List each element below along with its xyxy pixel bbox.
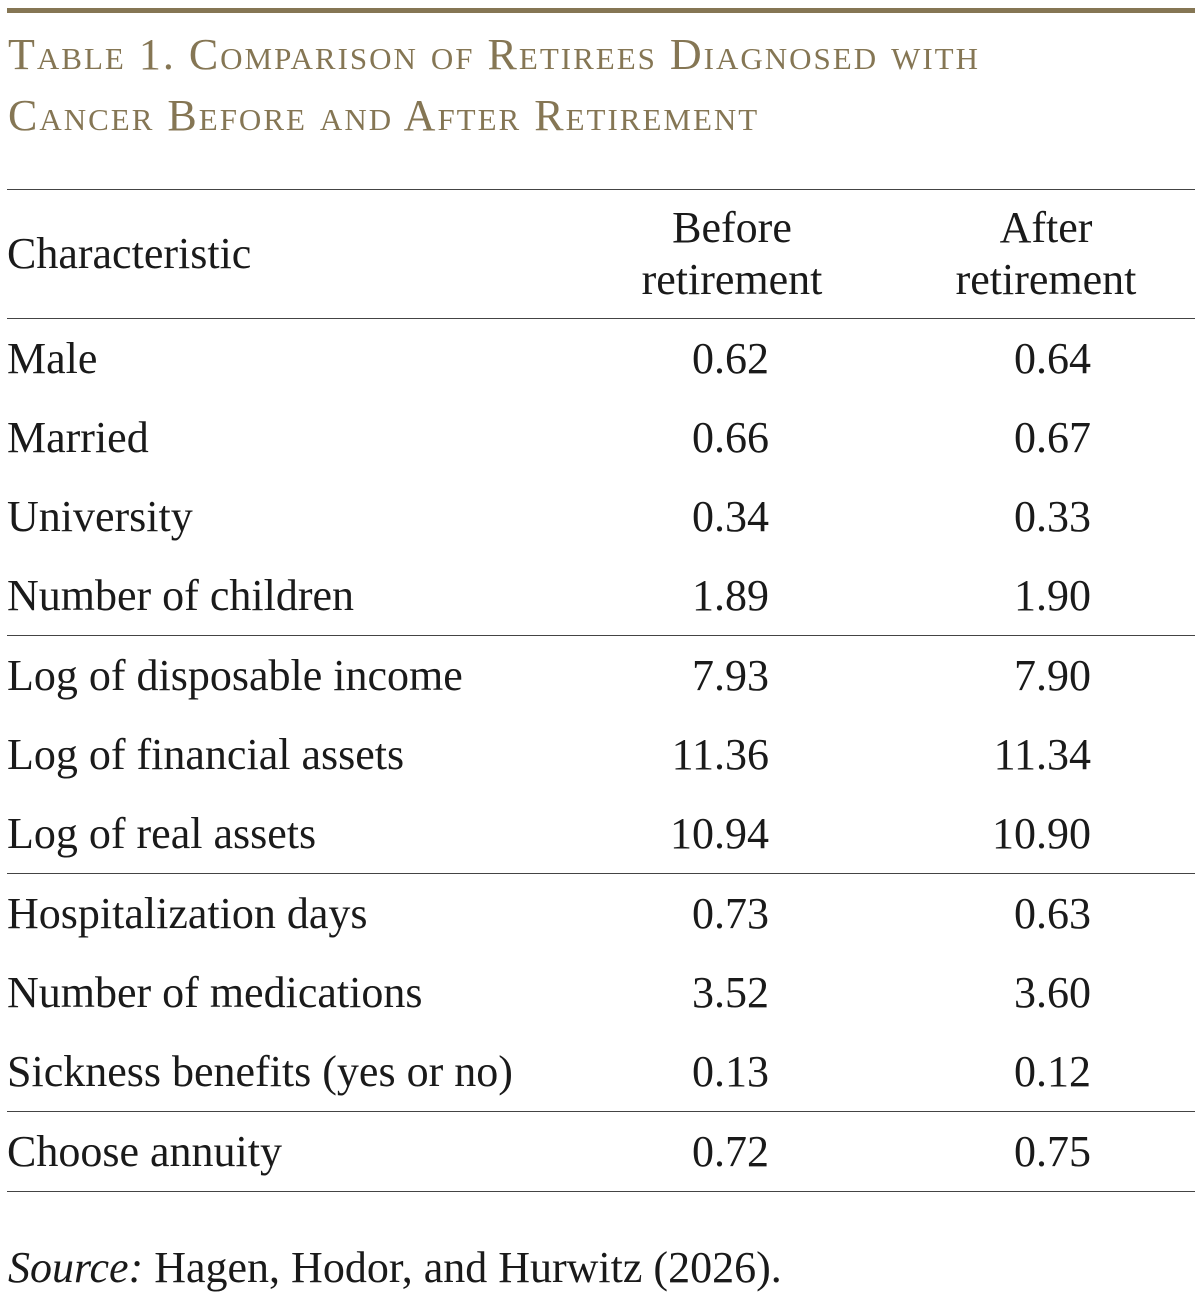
row-label: Number of medications	[7, 968, 423, 1017]
row-label: Number of children	[7, 556, 567, 636]
table-row: Hospitalization days 0.73 0.63	[7, 874, 1195, 954]
before-value: 0.13	[567, 1032, 897, 1112]
table-row: University 0.34 0.33	[7, 477, 1195, 556]
source-note: Source: Hagen, Hodor, and Hurwitz (2026)…	[8, 1238, 782, 1298]
after-value: 0.64	[1014, 334, 1091, 383]
header-before-retirement: Before retirement	[567, 190, 897, 319]
row-label: Male	[7, 334, 98, 383]
table-row: Log of real assets 10.94 10.90	[7, 794, 1195, 874]
after-value: 0.12	[897, 1032, 1195, 1112]
table-title: Table 1. Comparison of Retirees Diagnose…	[8, 24, 1188, 146]
before-value: 0.62	[692, 334, 769, 383]
row-label: Log of real assets	[7, 794, 567, 874]
source-label: Source:	[8, 1243, 144, 1292]
row-label: Choose annuity	[7, 1111, 567, 1192]
table-row: Log of financial assets 11.36 11.34	[7, 715, 1195, 794]
row-label: Hospitalization days	[7, 889, 368, 938]
row-label: Log of disposable income	[7, 651, 463, 700]
table-row: Sickness benefits (yes or no) 0.13 0.12	[7, 1032, 1195, 1112]
comparison-table: Characteristic Before retirement After ret…	[7, 189, 1195, 1192]
row-label: Log of financial assets	[7, 730, 405, 779]
row-label: Sickness benefits (yes or no)	[7, 1032, 567, 1112]
header-characteristic: Characteristic	[7, 229, 252, 278]
header-after-line-1: After	[999, 203, 1093, 252]
header-before-line-2: retirement	[641, 255, 823, 304]
table-header: Characteristic Before retirement After ret…	[7, 189, 1195, 319]
table-row: Married 0.66 0.67	[7, 398, 1195, 477]
table-title-line-1: Table 1. Comparison of Retirees Diagnose…	[8, 30, 980, 79]
table-row: Number of medications 3.52 3.60	[7, 953, 1195, 1032]
before-value: 3.52	[692, 968, 769, 1017]
header-before-line-1: Before	[672, 203, 792, 252]
after-value: 0.33	[1014, 492, 1091, 541]
after-value: 10.90	[897, 794, 1195, 874]
title-top-rule	[7, 8, 1195, 13]
before-value: 10.94	[567, 794, 897, 874]
table-title-line-2: Cancer Before and After Retirement	[8, 91, 760, 140]
header-row: Characteristic Before retirement After ret…	[7, 189, 1195, 319]
before-value: 7.93	[692, 651, 769, 700]
after-value: 0.75	[897, 1111, 1195, 1192]
table-row: Male 0.62 0.64	[7, 319, 1195, 399]
table-row: Log of disposable income 7.93 7.90	[7, 636, 1195, 716]
after-value: 0.67	[1014, 413, 1091, 462]
row-label: University	[7, 492, 193, 541]
before-value: 0.34	[692, 492, 769, 541]
after-value: 11.34	[993, 730, 1091, 779]
before-value: 0.72	[567, 1111, 897, 1192]
table-body: Male 0.62 0.64 Married 0.66 0.67 Univers…	[7, 319, 1195, 1192]
before-value: 11.36	[671, 730, 769, 779]
table-row: Number of children 1.89 1.90	[7, 556, 1195, 636]
after-value: 1.90	[897, 556, 1195, 636]
before-value: 0.73	[692, 889, 769, 938]
before-value: 1.89	[567, 556, 897, 636]
header-after-retirement: After retirement	[897, 190, 1195, 319]
table-row: Choose annuity 0.72 0.75	[7, 1111, 1195, 1192]
after-value: 7.90	[1014, 651, 1091, 700]
header-after-line-2: retirement	[955, 255, 1137, 304]
source-text: Hagen, Hodor, and Hurwitz (2026).	[143, 1243, 782, 1292]
after-value: 0.63	[1014, 889, 1091, 938]
before-value: 0.66	[692, 413, 769, 462]
after-value: 3.60	[1014, 968, 1091, 1017]
row-label: Married	[7, 413, 149, 462]
